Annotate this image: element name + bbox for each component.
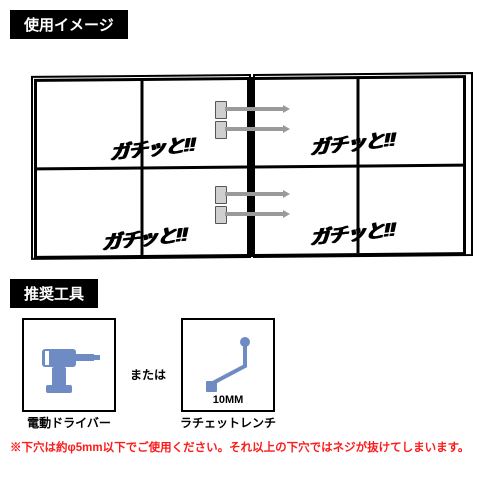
pilot-hole-footnote: ※下穴は約φ5mm以下でご使用ください。それ以上の下穴ではネジが抜けてしまいます… bbox=[10, 441, 490, 457]
tool-ratchet: 10MM ラチェットレンチ bbox=[180, 318, 276, 431]
cabinets bbox=[34, 75, 466, 259]
ratchet-icon bbox=[193, 334, 263, 396]
tool-ratchet-box: 10MM bbox=[181, 318, 275, 412]
tool-drill-box bbox=[22, 318, 116, 412]
tool-drill: 電動ドライバー bbox=[22, 318, 116, 431]
screw-1 bbox=[215, 104, 285, 114]
screw-4 bbox=[215, 209, 285, 219]
usage-diagram: ガチッと!! ガチッと!! ガチッと!! ガチッと!! bbox=[10, 49, 490, 279]
tools-section-label: 推奨工具 bbox=[10, 279, 98, 308]
screw-3 bbox=[215, 189, 285, 199]
tool-drill-label: 電動ドライバー bbox=[27, 414, 111, 431]
tool-ratchet-size-label: 10MM bbox=[213, 394, 244, 406]
tools-row: 電動ドライバー または 10MM ラチェットレンチ bbox=[10, 318, 490, 431]
screw-2 bbox=[215, 124, 285, 134]
drill-icon bbox=[34, 335, 104, 395]
usage-section-label: 使用イメージ bbox=[10, 10, 128, 39]
tools-or-label: または bbox=[130, 366, 166, 383]
tool-ratchet-label: ラチェットレンチ bbox=[180, 414, 276, 431]
